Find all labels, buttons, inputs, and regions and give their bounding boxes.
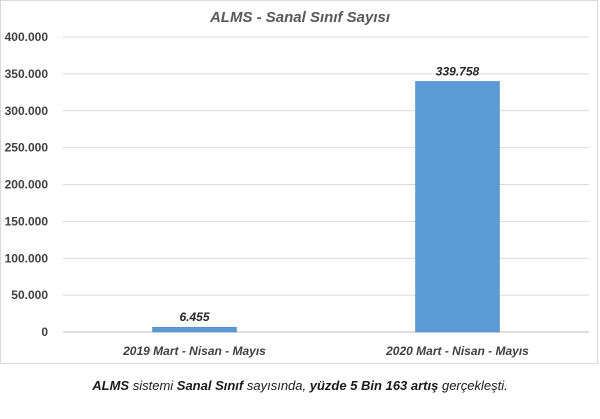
chart-caption: ALMS sistemi Sanal Sınıf sayısında, yüzd… — [0, 378, 600, 393]
caption-part-4: sayısında, — [243, 378, 310, 393]
y-tick-label: 250.000 — [5, 141, 49, 155]
caption-part-6: gerçekleşti. — [438, 378, 508, 393]
bar-chart: ALMS - Sanal Sınıf Sayısı 0 50.000 100.000… — [5, 9, 589, 358]
x-axis-category-labels: 2019 Mart - Nisan - Mayıs 2020 Mart - Nis… — [122, 344, 529, 358]
y-tick-label: 50.000 — [11, 288, 48, 302]
bars — [152, 81, 500, 333]
y-tick-label: 200.000 — [5, 178, 49, 192]
y-tick-label: 150.000 — [5, 214, 49, 228]
chart-frame: ALMS - Sanal Sınıf Sayısı 0 50.000 100.000… — [0, 0, 598, 364]
y-tick-label: 400.000 — [5, 30, 49, 44]
data-label: 339.758 — [436, 64, 480, 78]
bar — [152, 326, 237, 333]
caption-part-3: Sanal Sınıf — [176, 378, 244, 393]
caption-part-1: ALMS — [92, 378, 130, 393]
category-label: 2019 Mart - Nisan - Mayıs — [122, 344, 266, 358]
category-label: 2020 Mart - Nisan - Mayıs — [385, 344, 529, 358]
y-tick-label: 0 — [41, 325, 48, 339]
y-axis-tick-labels: 0 50.000 100.000 150.000 200.000 250.000 300.0… — [5, 30, 49, 339]
chart-title: ALMS - Sanal Sınıf Sayısı — [209, 9, 390, 26]
caption-part-2: sistemi — [129, 378, 177, 393]
data-labels: 6.455 339.758 — [179, 64, 479, 324]
caption-part-5: yüzde 5 Bin 163 artış — [309, 378, 439, 393]
y-tick-label: 350.000 — [5, 67, 49, 81]
y-tick-label: 300.000 — [5, 104, 49, 118]
gridlines — [63, 36, 589, 333]
data-label: 6.455 — [179, 310, 209, 324]
y-tick-label: 100.000 — [5, 251, 49, 265]
bar — [415, 81, 500, 333]
